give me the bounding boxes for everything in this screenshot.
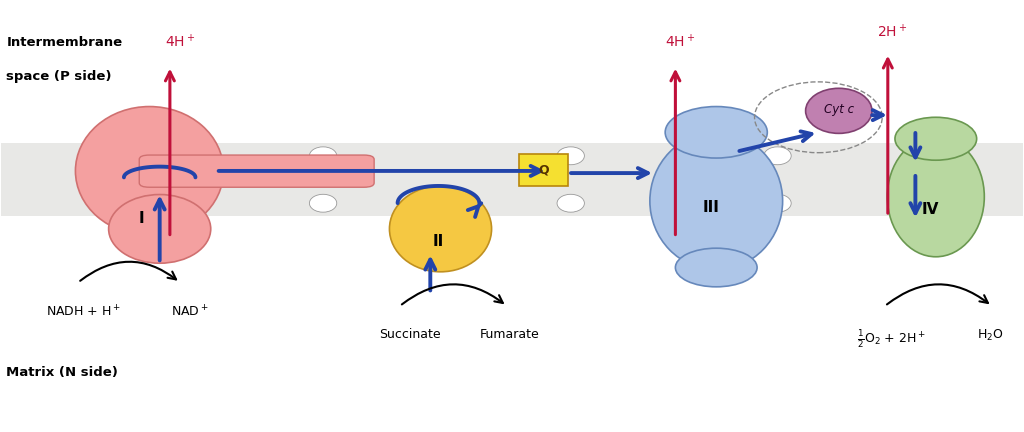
Ellipse shape <box>557 194 585 212</box>
Text: IV: IV <box>922 202 939 217</box>
Ellipse shape <box>666 107 767 158</box>
Text: Matrix (N side): Matrix (N side) <box>6 366 119 379</box>
Ellipse shape <box>676 248 757 287</box>
Ellipse shape <box>557 147 585 165</box>
Text: Succinate: Succinate <box>379 327 440 340</box>
Text: $\frac{1}{2}$O$_2$ + 2H$^+$: $\frac{1}{2}$O$_2$ + 2H$^+$ <box>857 327 927 349</box>
FancyBboxPatch shape <box>519 154 568 186</box>
Text: NAD$^+$: NAD$^+$ <box>171 304 209 319</box>
Text: Q: Q <box>539 164 549 177</box>
Text: Intermembrane: Intermembrane <box>6 36 123 49</box>
FancyBboxPatch shape <box>1 143 1023 216</box>
Text: II: II <box>433 234 444 249</box>
FancyBboxPatch shape <box>139 155 374 187</box>
Ellipse shape <box>389 186 492 272</box>
Ellipse shape <box>806 88 872 133</box>
Ellipse shape <box>309 194 337 212</box>
Text: 2H$^+$: 2H$^+$ <box>877 23 907 40</box>
Ellipse shape <box>76 107 223 235</box>
Ellipse shape <box>764 194 792 212</box>
Ellipse shape <box>895 117 977 160</box>
Ellipse shape <box>888 137 984 257</box>
Text: H$_2$O: H$_2$O <box>977 327 1004 343</box>
Text: III: III <box>702 200 720 215</box>
Text: 4H$^+$: 4H$^+$ <box>165 33 196 51</box>
Ellipse shape <box>109 194 211 263</box>
Text: Cyt c: Cyt c <box>823 103 854 116</box>
Text: Fumarate: Fumarate <box>480 327 540 340</box>
Ellipse shape <box>764 147 792 165</box>
Text: I: I <box>138 211 144 226</box>
Text: 4H$^+$: 4H$^+$ <box>666 33 695 51</box>
Text: space (P side): space (P side) <box>6 70 112 83</box>
Text: NADH + H$^+$: NADH + H$^+$ <box>46 304 121 319</box>
Ellipse shape <box>650 132 782 270</box>
Ellipse shape <box>309 147 337 165</box>
